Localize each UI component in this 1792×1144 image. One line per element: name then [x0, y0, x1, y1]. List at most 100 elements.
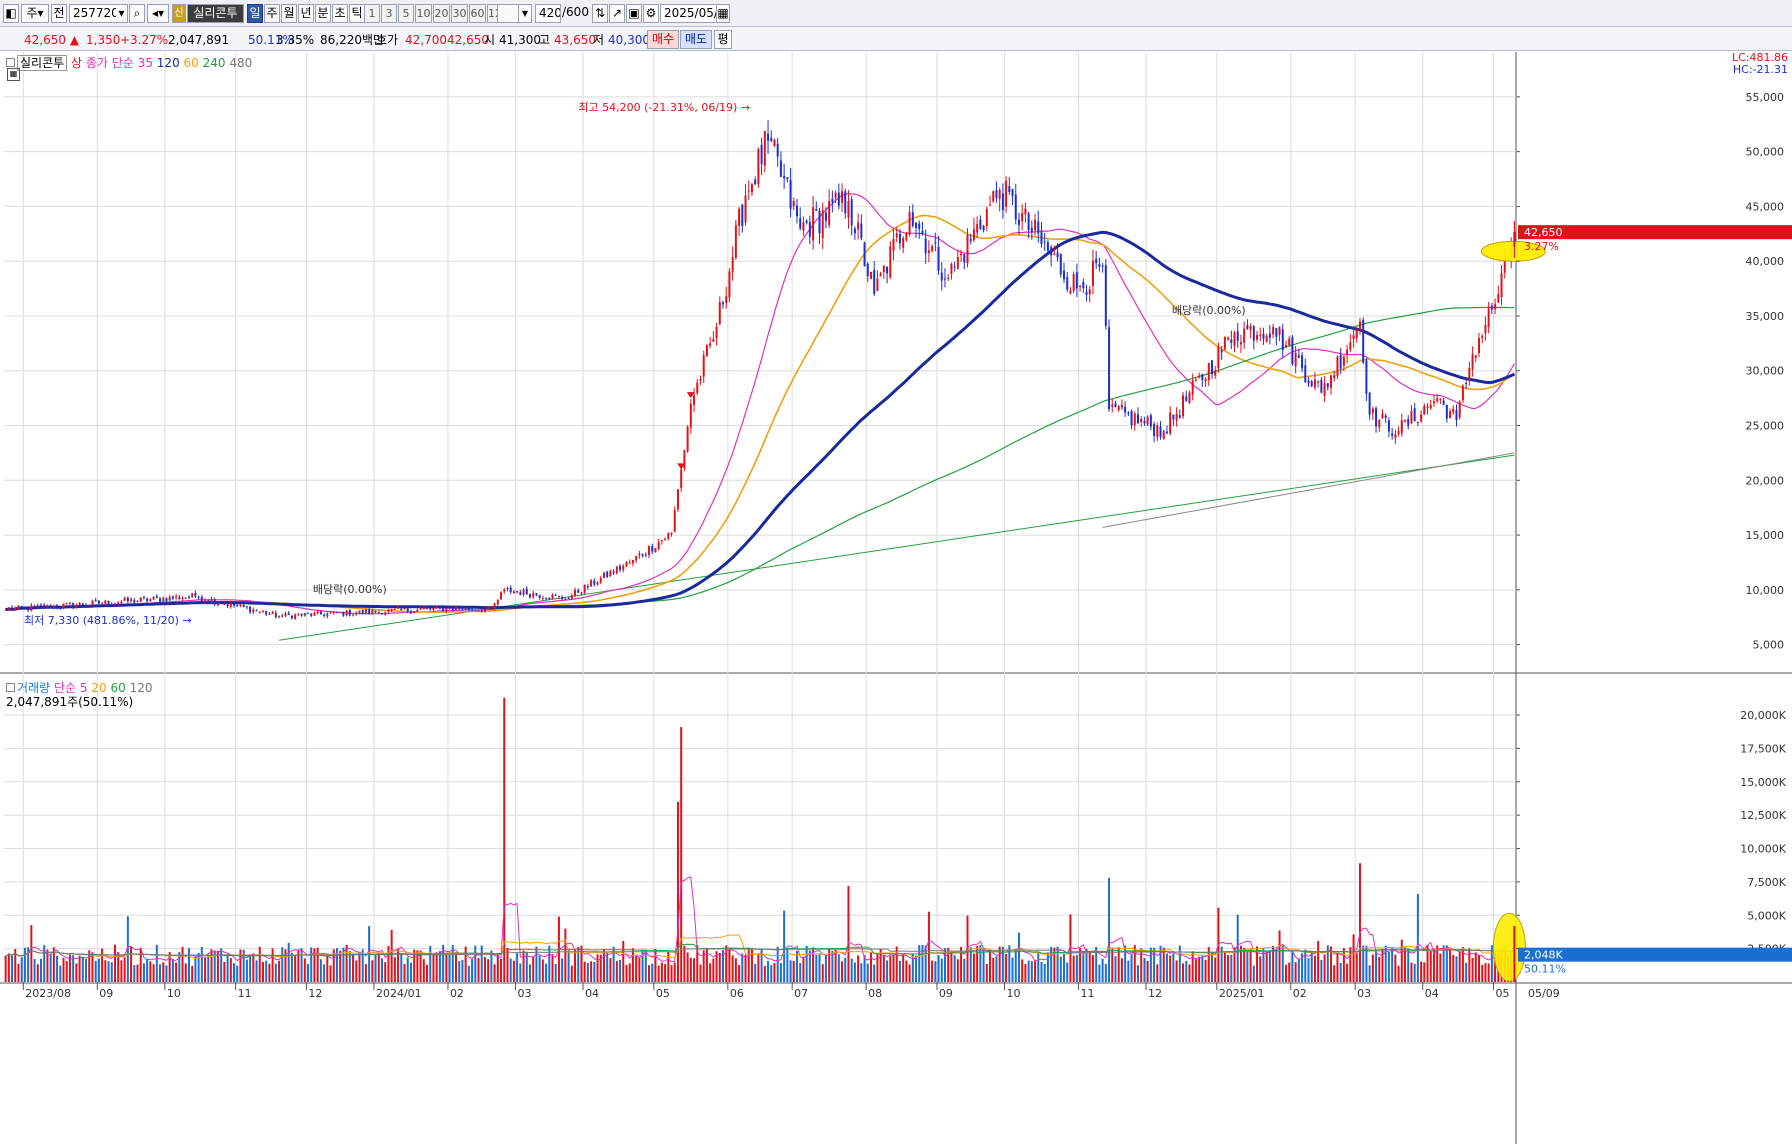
volume-bar	[1268, 951, 1271, 982]
candle-body	[204, 600, 207, 602]
candle-body	[490, 606, 493, 610]
candle-body	[342, 611, 345, 616]
volume-bar	[1439, 953, 1442, 982]
gear-icon[interactable]: ⚙	[643, 4, 659, 23]
candle-body	[233, 603, 236, 606]
interval-60[interactable]: 60	[469, 4, 486, 23]
candle-body	[1063, 270, 1066, 280]
candle-body	[1336, 356, 1339, 377]
volume-bar	[194, 956, 197, 982]
volume-bar	[381, 958, 383, 982]
flat-button[interactable]: 평	[714, 30, 732, 49]
interval-5[interactable]: 5	[398, 4, 414, 23]
x-tick-label: 09	[99, 987, 113, 1000]
stock-chart[interactable]: 최고 54,200 (-21.31%, 06/19) → 최저 7,330 (48…	[0, 52, 1792, 1144]
timeframe-3[interactable]: 년	[298, 4, 314, 23]
calendar-icon[interactable]: ▦	[716, 4, 730, 23]
volume-legend-ma-60: 60	[110, 681, 126, 695]
timeframe-6[interactable]: 틱	[349, 4, 365, 23]
volume-bar	[406, 957, 409, 982]
candle-body	[831, 198, 834, 203]
buy-button[interactable]: 매수	[647, 30, 679, 49]
volume-bar	[1114, 956, 1117, 982]
volume-bar	[422, 959, 425, 982]
candle-body	[1365, 360, 1368, 394]
volume-bar	[821, 964, 824, 982]
sell-button[interactable]: 매도	[680, 30, 712, 49]
legend-stock-name[interactable]: 실리콘투	[17, 55, 68, 71]
volume-bar	[81, 957, 84, 982]
count-input[interactable]: 420	[535, 4, 561, 23]
volume-highlight	[1492, 912, 1526, 982]
save-icon[interactable]: ▣	[626, 4, 642, 23]
volume-bar	[39, 958, 42, 982]
code-dropdown-icon[interactable]: ▾	[116, 4, 128, 23]
candle-body	[471, 609, 474, 611]
candle-body	[11, 607, 14, 611]
volume-bar	[898, 960, 901, 982]
chart-type-icon[interactable]: ↗	[609, 4, 625, 23]
stock-name[interactable]: 실리콘투	[187, 4, 244, 23]
period-dropdown[interactable]: 주▾	[21, 4, 49, 23]
candle-body	[72, 602, 75, 608]
volume-bar	[1098, 964, 1101, 982]
candle-body	[680, 469, 683, 488]
interval-30[interactable]: 30	[451, 4, 468, 23]
volume-bar	[570, 965, 573, 982]
speaker-icon[interactable]: ◂▾	[147, 4, 169, 23]
date-input[interactable]: 2025/05/09	[660, 4, 730, 23]
interval-1[interactable]: 1	[364, 4, 380, 23]
candle-body	[1227, 337, 1230, 340]
volume-bar	[1207, 947, 1210, 982]
candle-body	[895, 233, 898, 238]
timeframe-2[interactable]: 월	[281, 4, 297, 23]
compare-icon[interactable]: ⇅	[592, 4, 608, 23]
candle-body	[451, 608, 454, 611]
candle-body	[300, 613, 303, 616]
volume-bar	[998, 946, 1001, 982]
search-icon[interactable]: ⌕	[129, 4, 145, 23]
volume-bar	[1288, 962, 1291, 982]
volume-bar	[233, 963, 236, 982]
volume-bar	[1294, 962, 1297, 982]
volume-bar	[149, 961, 152, 982]
volume-bar	[226, 954, 229, 982]
candle-body	[91, 600, 94, 605]
timeframe-4[interactable]: 분	[315, 4, 331, 23]
interval-20[interactable]: 20	[433, 4, 450, 23]
candle-body	[332, 611, 335, 613]
timeframe-1[interactable]: 주	[264, 4, 280, 23]
interval-3[interactable]: 3	[381, 4, 397, 23]
candle-body	[960, 253, 963, 256]
market-toggle[interactable]: 전	[51, 4, 67, 23]
volume-bar	[261, 961, 264, 982]
trade-amount: 86,220백만	[320, 33, 385, 47]
volume-bar	[7, 953, 10, 982]
stock-code-input[interactable]: 257720	[69, 4, 127, 23]
volume-bar	[1429, 949, 1432, 982]
volume-bar	[355, 960, 358, 982]
volume-bar	[1085, 948, 1088, 982]
volume-bar	[204, 957, 207, 982]
grid-icon[interactable]: ▦	[7, 68, 20, 81]
volume-bar	[1153, 947, 1156, 982]
volume-bar	[1046, 952, 1049, 982]
candle-body	[699, 379, 702, 381]
legend-ma-label: 종가 단순	[85, 56, 134, 70]
candle-body	[419, 608, 422, 610]
interval-dropdown-icon[interactable]: ▾	[518, 4, 532, 23]
volume-bar	[1317, 940, 1320, 982]
x-tick-label: 03	[1357, 987, 1371, 1000]
window-icon[interactable]: ◧	[3, 4, 19, 23]
candle-body	[371, 609, 374, 615]
timeframe-0[interactable]: 일	[247, 4, 263, 23]
candle-body	[1085, 291, 1088, 295]
volume-bar	[496, 953, 499, 982]
candle-body	[255, 609, 258, 612]
interval-10[interactable]: 10	[415, 4, 432, 23]
volume-bar	[258, 946, 261, 982]
timeframe-5[interactable]: 초	[332, 4, 348, 23]
candle-body	[123, 598, 126, 601]
candle-body	[1030, 227, 1033, 232]
